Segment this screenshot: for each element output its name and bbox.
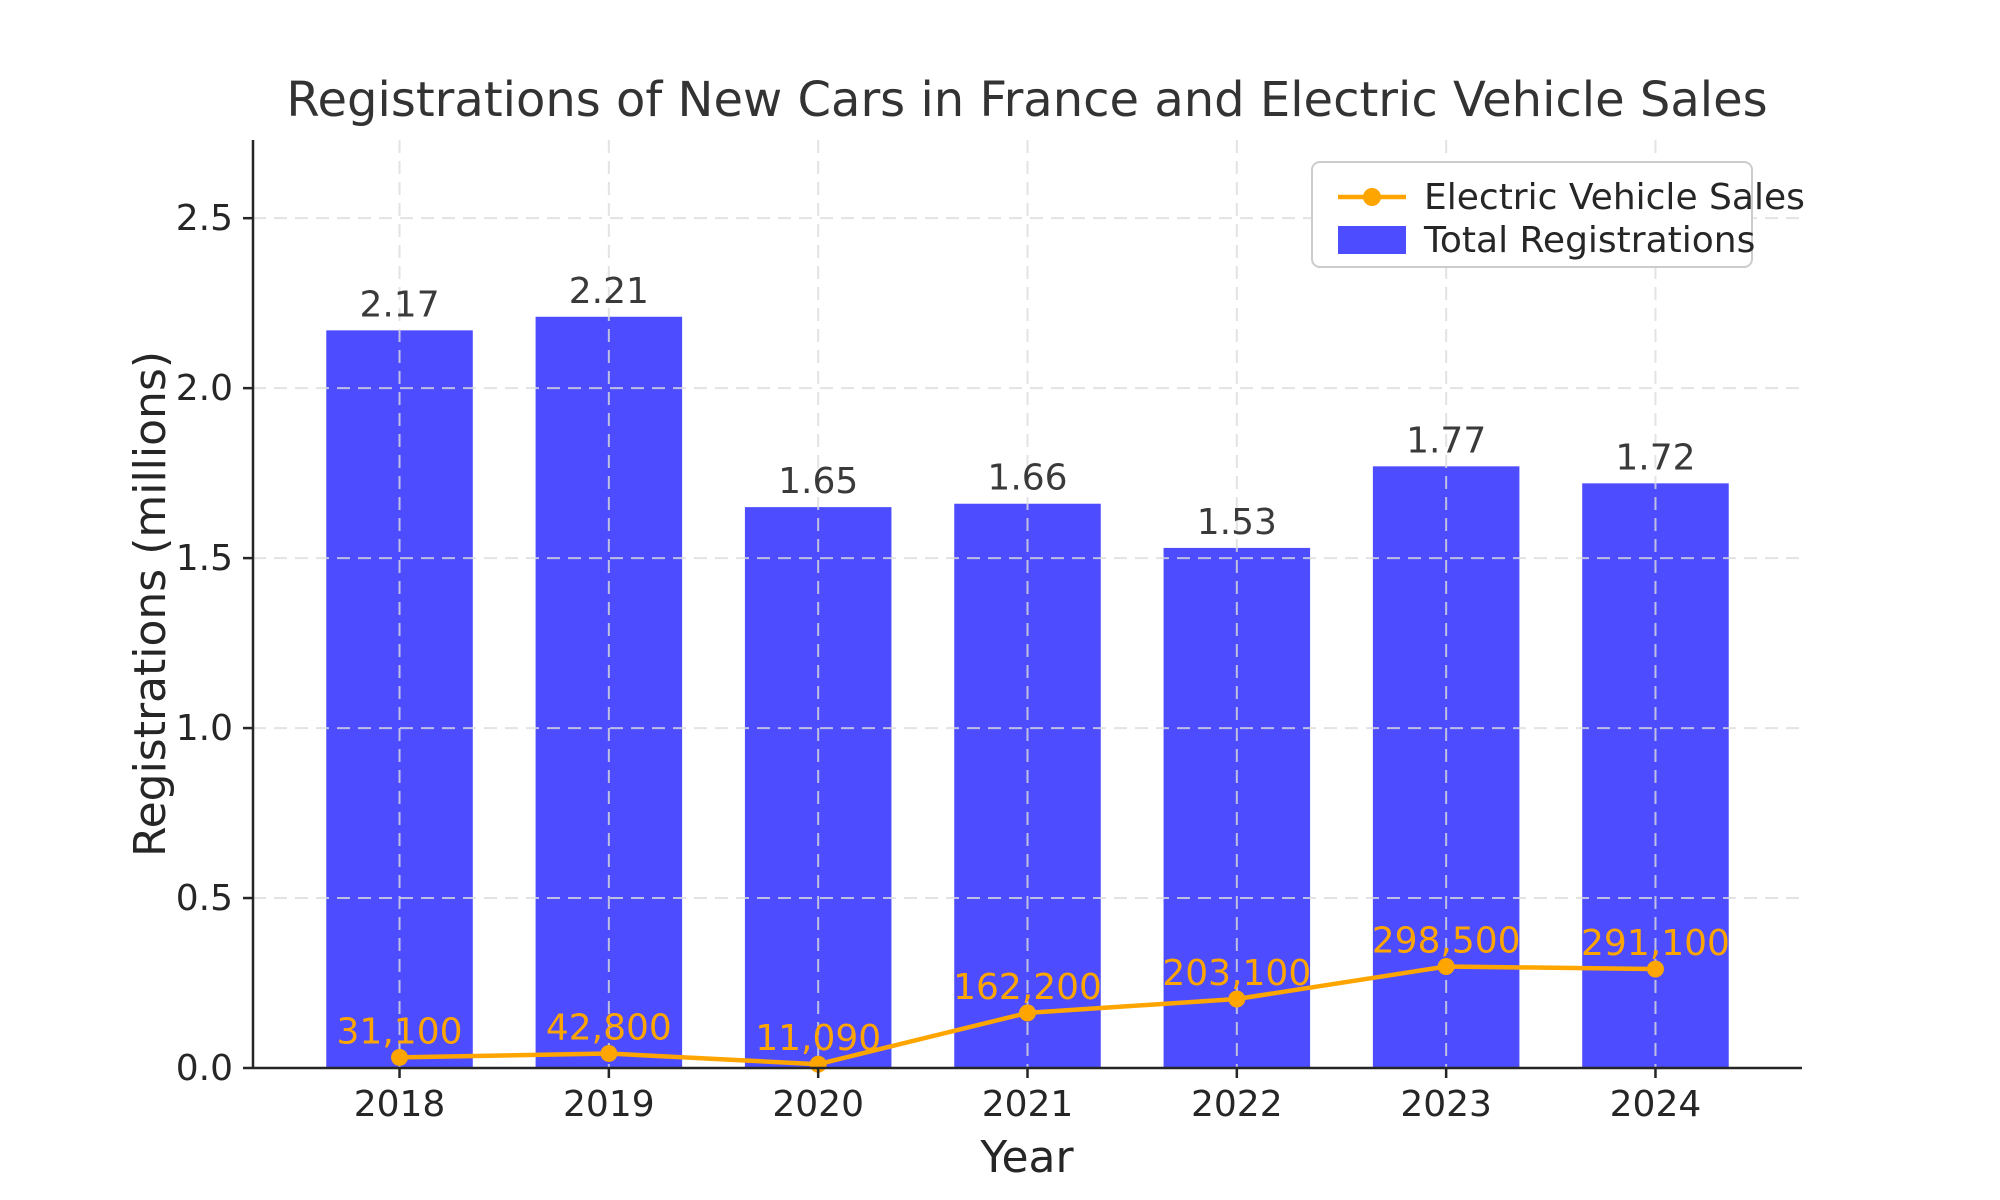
bar-value-label-2021: 1.66 xyxy=(987,458,1067,499)
bar-value-labels: 2.17 2.21 1.65 1.66 1.53 1.77 1.72 xyxy=(359,271,1695,543)
legend-box xyxy=(1311,161,1753,268)
legend-entry-electric-vehicle-sales: Electric Vehicle Sales xyxy=(1424,177,1805,218)
bar-value-label-2023: 1.77 xyxy=(1406,420,1486,461)
ev-value-label-2022: 203,100 xyxy=(1162,953,1311,994)
x-tick-label-2020: 2020 xyxy=(772,1084,864,1125)
bar-value-label-2024: 1.72 xyxy=(1615,437,1695,478)
bar-2023 xyxy=(1372,466,1520,1068)
ev-value-label-2020: 11,090 xyxy=(755,1018,881,1059)
chart-title: Registrations of New Cars in France and … xyxy=(286,72,1767,128)
x-tick-label-2021: 2021 xyxy=(982,1084,1074,1125)
gridlines xyxy=(253,140,1802,1068)
bar-2021 xyxy=(954,503,1101,1068)
y-tick-label-0.0: 0.0 xyxy=(176,1048,233,1089)
x-axis-label: Year xyxy=(979,1132,1074,1183)
ev-value-label-2021: 162,200 xyxy=(953,967,1102,1008)
axes: 0.0 0.5 1.0 1.5 2.0 2.5 2018 2019 2020 2021 2022 20… xyxy=(176,140,1802,1125)
bar-2020 xyxy=(744,507,892,1069)
y-tick-label-1.0: 1.0 xyxy=(176,708,233,749)
bar-value-label-2018: 2.17 xyxy=(359,284,439,325)
bar-value-label-2022: 1.53 xyxy=(1197,502,1277,543)
bar-value-label-2019: 2.21 xyxy=(569,271,649,312)
y-tick-label-2.5: 2.5 xyxy=(176,198,233,239)
plot-area: 2.17 2.21 1.65 1.66 1.53 1.77 1.72 31,100 42,800… xyxy=(176,140,1802,1125)
legend-bar-swatch-icon xyxy=(1338,226,1406,254)
ev-sales-line-series: 31,100 42,800 11,090 162,200 203,100 298,500 2… xyxy=(337,921,1730,1073)
x-tick-label-2024: 2024 xyxy=(1610,1084,1702,1125)
ev-point-2023 xyxy=(1437,958,1455,976)
y-tick-label-1.5: 1.5 xyxy=(176,538,233,579)
x-tick-label-2023: 2023 xyxy=(1400,1084,1492,1125)
ev-point-2022 xyxy=(1228,990,1246,1008)
y-tick-label-0.5: 0.5 xyxy=(176,878,233,919)
ev-point-2024 xyxy=(1646,960,1664,978)
x-tick-label-2022: 2022 xyxy=(1191,1084,1283,1125)
ev-point-2021 xyxy=(1019,1004,1036,1022)
ev-value-label-2024: 291,100 xyxy=(1581,923,1730,964)
ev-point-2019 xyxy=(600,1044,618,1062)
ev-value-label-2019: 42,800 xyxy=(546,1007,672,1048)
legend-entry-total-registrations: Total Registrations xyxy=(1423,220,1755,261)
ev-value-label-2018: 31,100 xyxy=(337,1011,463,1052)
x-tick-label-2019: 2019 xyxy=(563,1084,655,1125)
legend-line-marker-icon xyxy=(1363,188,1381,206)
bar-value-label-2020: 1.65 xyxy=(778,461,858,502)
y-tick-label-2.0: 2.0 xyxy=(176,368,233,409)
ev-value-label-2023: 298,500 xyxy=(1372,921,1521,962)
legend: Electric Vehicle Sales Total Registratio… xyxy=(1311,161,1805,268)
x-tick-label-2018: 2018 xyxy=(354,1084,446,1125)
ev-point-2018 xyxy=(391,1048,409,1066)
y-axis-label: Registrations (millions) xyxy=(125,351,176,857)
